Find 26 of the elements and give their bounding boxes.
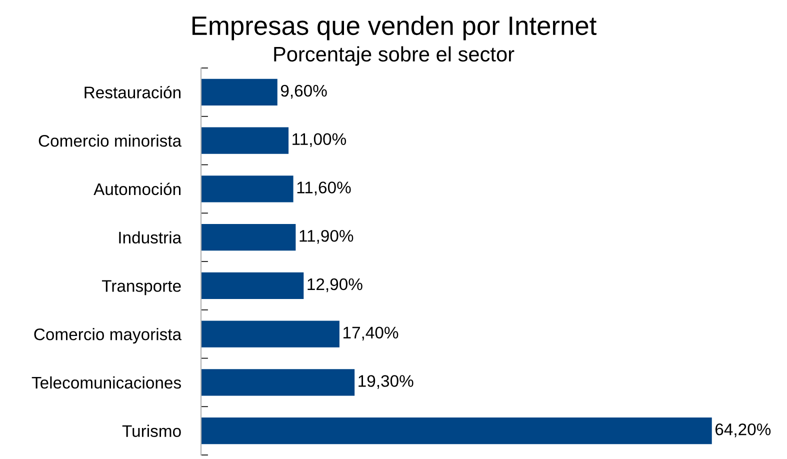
bar [201,127,289,154]
data-label: 17,40% [344,326,398,341]
data-label: 11,60% [297,182,351,196]
bar [201,272,304,299]
data-label: 19,30% [358,375,414,389]
y-tick-label: Transporte [102,280,181,296]
bar [201,418,712,444]
data-label: 64,20% [715,423,771,438]
y-tick-label: Comercio minorista [38,134,182,147]
bar [201,176,294,202]
y-tick-label: Turismo [122,424,181,438]
y-tick-label: Comercio mayorista [34,328,182,344]
bar [201,320,340,348]
bar [201,224,296,251]
y-tick-label: Automoción [94,182,180,196]
y-tick-label: Industria [119,231,182,244]
y-tick-label: Telecomunicaciones [32,376,181,389]
bar [201,369,355,396]
chart-subtitle: Porcentaje sobre el sector [274,46,514,66]
chart-title: Empresas que venden por Internet [192,16,596,40]
data-label: 12,90% [308,278,362,292]
bar [201,78,278,106]
data-label: 9,60% [280,84,327,99]
data-label: 11,90% [300,230,354,244]
y-tick-label: Restauración [84,86,180,98]
data-label: 11,00% [292,133,346,148]
